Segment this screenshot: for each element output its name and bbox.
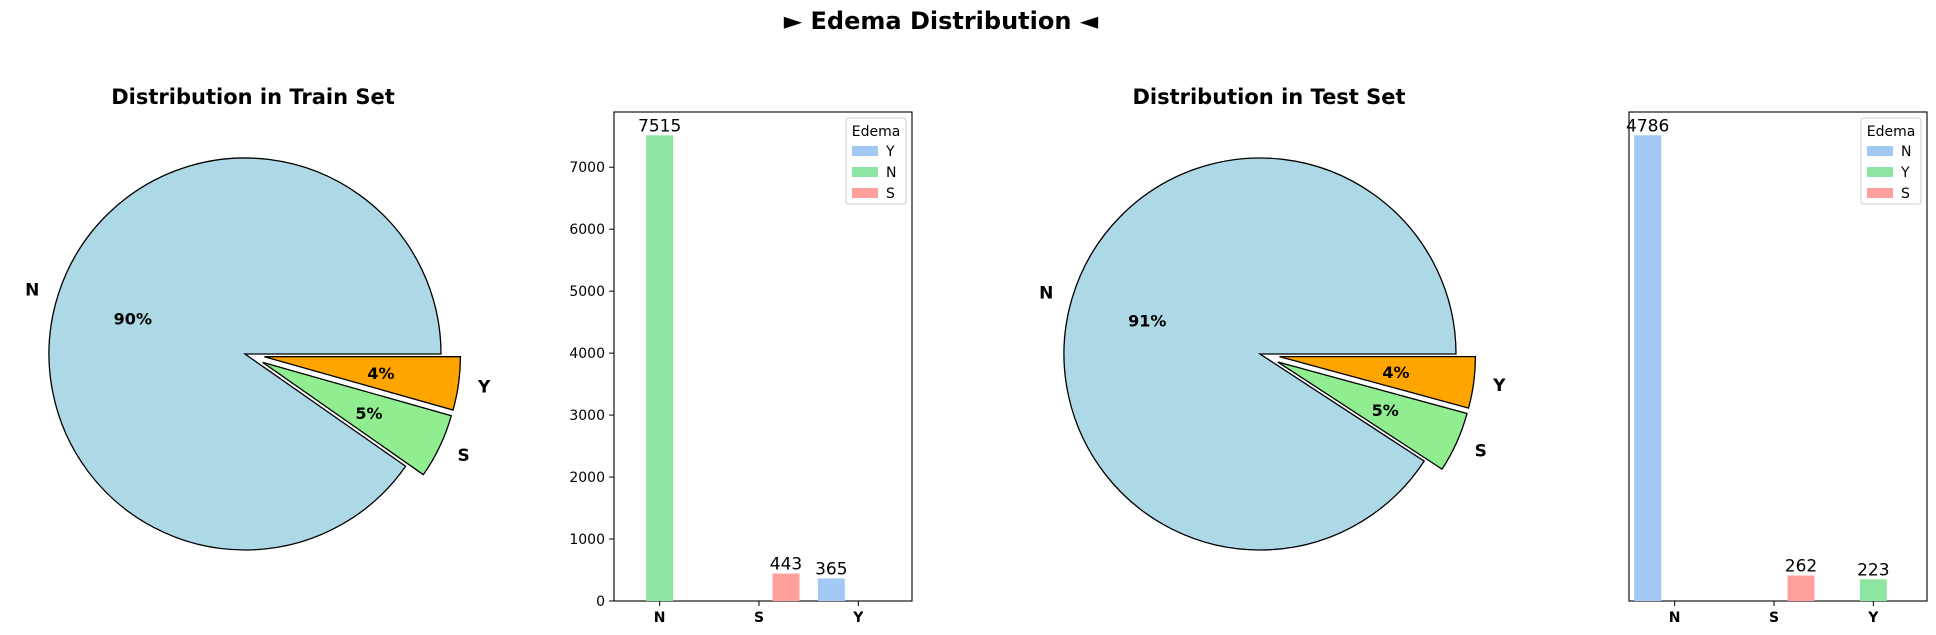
train-legend-label-Y: Y	[885, 144, 895, 160]
train-bar-Y-Y	[817, 578, 845, 601]
test-pie-label-N: N	[1039, 284, 1053, 304]
train-bar-ytick-label: 1000	[569, 532, 605, 548]
train-pie-title: Distribution in Train Set	[111, 85, 395, 109]
train-bar-ytick-label: 7000	[569, 160, 605, 176]
test-pie-pct-Y: 4%	[1382, 363, 1409, 382]
train-bar-ytick-label: 4000	[569, 346, 605, 362]
train-pie-pct-S: 5%	[355, 404, 382, 423]
train-legend-title: Edema	[852, 124, 901, 140]
test-pie-slice-N	[1063, 157, 1457, 551]
train-legend-swatch-N	[852, 167, 878, 177]
train-legend-label-N: N	[886, 165, 896, 181]
train-bar-data-label-N: 7515	[638, 116, 681, 136]
test-bar-data-label-Y: 223	[1857, 560, 1889, 580]
train-bar-data-label-S: 443	[770, 555, 802, 575]
test-legend-label-N: N	[1901, 144, 1911, 160]
test-bar-xtick-label-Y: Y	[1867, 610, 1879, 626]
test-legend-label-S: S	[1901, 186, 1910, 202]
test-pie-label-Y: Y	[1492, 376, 1506, 396]
train-bar-axes-frame	[613, 111, 913, 602]
train-legend-swatch-S	[852, 188, 878, 198]
test-legend-box	[1860, 117, 1922, 205]
test-legend-title: Edema	[1867, 124, 1916, 140]
train-legend-box	[845, 117, 907, 205]
train-bar-data-label-Y: 365	[815, 559, 847, 579]
train-pie-slice-Y	[264, 356, 462, 411]
train-bar-S-S	[772, 573, 800, 601]
test-pie-pct-N: 91%	[1128, 311, 1166, 330]
train-pie-chart: Distribution in Train Set 90% N 5% S 4% Y	[25, 85, 491, 551]
test-bar-axes-frame	[1628, 111, 1928, 602]
test-bar-data-label-N: 4786	[1626, 116, 1669, 136]
test-pie-title: Distribution in Test Set	[1132, 85, 1405, 109]
test-bar-xtick-label-N: N	[1669, 610, 1681, 626]
test-bar-S-S	[1787, 575, 1815, 601]
train-legend-swatch-Y	[852, 146, 878, 156]
test-pie-slice-Y	[1279, 355, 1477, 409]
test-bar-Y-Y	[1859, 579, 1887, 601]
test-bar-data-label-S: 262	[1785, 557, 1817, 577]
train-pie-label-S: S	[458, 446, 470, 466]
train-pie-slice-S	[262, 361, 453, 476]
figure-title: ► Edema Distribution ◄	[784, 7, 1099, 35]
train-bar-ytick-label: 5000	[569, 284, 605, 300]
train-bar-ytick-label: 2000	[569, 470, 605, 486]
train-bar-xtick-label-Y: Y	[852, 610, 864, 626]
test-legend-label-Y: Y	[1900, 165, 1910, 181]
train-bar-xtick-label-S: S	[754, 610, 764, 626]
train-bar-ytick-label: 0	[596, 594, 605, 610]
train-pie-label-Y: Y	[477, 377, 491, 397]
train-pie-label-N: N	[25, 280, 39, 300]
train-legend-label-S: S	[886, 186, 895, 202]
train-bar-ytick-label: 3000	[569, 408, 605, 424]
train-bar-N-N	[646, 135, 674, 601]
train-bar-xtick-label-N: N	[654, 610, 666, 626]
test-pie-label-S: S	[1475, 441, 1487, 461]
test-legend-swatch-Y	[1867, 167, 1893, 177]
test-legend-swatch-S	[1867, 188, 1893, 198]
train-pie-pct-Y: 4%	[367, 364, 394, 383]
test-pie-pct-S: 5%	[1372, 401, 1399, 420]
test-bar-xtick-label-S: S	[1769, 610, 1779, 626]
test-pie-chart: Distribution in Test Set 91% N 5% S 4% Y	[1039, 85, 1506, 551]
train-bar-ytick-label: 6000	[569, 222, 605, 238]
train-bar-chart: 0 1000 2000 3000 4000 5000 6000 7000 N 7515 S 443 Y 3…	[569, 111, 913, 626]
train-pie-pct-N: 90%	[114, 310, 152, 329]
train-pie-slice-N	[48, 157, 442, 551]
test-bar-N-N	[1634, 135, 1662, 601]
test-legend-swatch-N	[1867, 146, 1893, 156]
test-pie-slice-S	[1277, 361, 1468, 471]
